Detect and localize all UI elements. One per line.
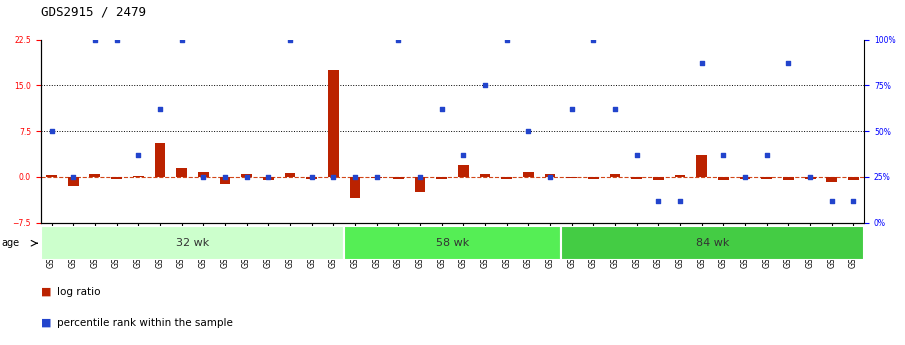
Point <box>803 174 817 179</box>
Bar <box>567 177 577 178</box>
Bar <box>610 174 621 177</box>
Text: log ratio: log ratio <box>57 287 100 296</box>
Point <box>153 106 167 112</box>
Point <box>369 174 384 179</box>
Point <box>824 198 839 203</box>
Point <box>672 198 687 203</box>
Bar <box>414 177 425 192</box>
Bar <box>783 177 794 180</box>
Point <box>543 174 557 179</box>
Text: 84 wk: 84 wk <box>696 238 729 248</box>
Point <box>239 174 253 179</box>
Text: ■: ■ <box>41 318 52 327</box>
Point <box>218 174 233 179</box>
Point <box>391 37 405 42</box>
Bar <box>176 168 187 177</box>
Bar <box>284 173 295 177</box>
Point <box>586 37 601 42</box>
Text: 58 wk: 58 wk <box>436 238 469 248</box>
Bar <box>848 177 859 180</box>
Bar <box>262 177 273 180</box>
Bar <box>739 177 750 179</box>
Point <box>44 128 59 134</box>
Point <box>694 61 709 66</box>
Point <box>478 82 492 88</box>
Text: age: age <box>2 238 20 248</box>
Bar <box>41 226 344 260</box>
Point <box>456 152 471 158</box>
Point <box>500 37 514 42</box>
Point <box>304 174 319 179</box>
Bar <box>90 174 100 177</box>
Bar <box>826 177 837 182</box>
Bar <box>328 70 338 177</box>
Point <box>88 37 102 42</box>
Bar <box>436 177 447 179</box>
Bar <box>545 174 556 177</box>
Bar <box>198 172 209 177</box>
Point <box>434 106 449 112</box>
Bar <box>111 177 122 179</box>
Bar <box>220 177 231 184</box>
Point <box>131 152 146 158</box>
Bar <box>480 174 491 177</box>
Bar <box>805 177 815 179</box>
Point <box>66 174 81 179</box>
Bar <box>458 165 469 177</box>
Bar <box>371 177 382 178</box>
Point <box>282 37 297 42</box>
Bar <box>155 143 166 177</box>
Bar <box>674 175 685 177</box>
Point <box>326 174 340 179</box>
Point <box>846 198 861 203</box>
Point <box>175 37 189 42</box>
Bar <box>344 226 561 260</box>
Bar <box>632 177 643 179</box>
Point <box>348 174 362 179</box>
Text: 32 wk: 32 wk <box>176 238 209 248</box>
Point <box>521 128 536 134</box>
Point <box>196 174 211 179</box>
Point <box>630 152 644 158</box>
Bar <box>242 174 252 177</box>
Text: GDS2915 / 2479: GDS2915 / 2479 <box>41 6 146 19</box>
Point <box>261 174 275 179</box>
Point <box>738 174 752 179</box>
Bar <box>46 175 57 177</box>
Point <box>413 174 427 179</box>
Bar <box>653 177 663 180</box>
Bar <box>393 177 404 179</box>
Point <box>651 198 665 203</box>
Bar <box>523 172 534 177</box>
Bar <box>306 177 317 179</box>
Bar <box>588 177 599 179</box>
Bar <box>696 156 707 177</box>
Bar <box>718 177 729 180</box>
Point <box>565 106 579 112</box>
Bar <box>349 177 360 198</box>
Text: percentile rank within the sample: percentile rank within the sample <box>57 318 233 327</box>
Point <box>716 152 730 158</box>
Bar <box>761 177 772 179</box>
Bar <box>133 176 144 177</box>
Bar <box>561 226 864 260</box>
Text: ■: ■ <box>41 287 52 296</box>
Point <box>608 106 623 112</box>
Point <box>110 37 124 42</box>
Bar <box>501 177 512 179</box>
Bar <box>68 177 79 186</box>
Point <box>759 152 774 158</box>
Point <box>781 61 795 66</box>
